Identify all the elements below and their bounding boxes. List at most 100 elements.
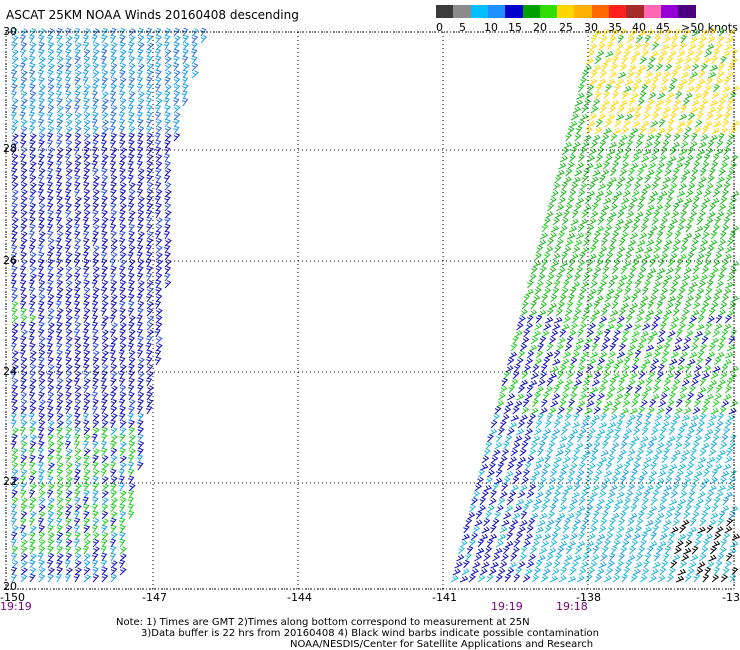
wind-barb	[725, 36, 735, 44]
wind-barb	[118, 83, 125, 93]
wind-barb	[635, 246, 644, 254]
wind-barb	[583, 168, 591, 177]
wind-barb	[101, 188, 108, 198]
wind-barb	[100, 377, 107, 387]
wind-barb	[637, 239, 646, 247]
wind-barb	[642, 112, 651, 121]
wind-barb	[541, 363, 548, 373]
wind-barb	[530, 266, 538, 275]
wind-barb	[656, 301, 664, 310]
wind-barb	[29, 364, 37, 373]
wind-barb	[10, 272, 18, 282]
wind-barb	[512, 406, 520, 415]
wind-barb	[19, 83, 26, 93]
wind-barb	[92, 342, 100, 352]
wind-barb	[146, 195, 153, 205]
wind-barb	[29, 573, 36, 583]
wind-barb	[533, 392, 541, 401]
wind-barb	[119, 307, 126, 317]
wind-barb	[47, 483, 55, 492]
wind-barb	[639, 91, 647, 100]
wind-barb	[524, 428, 534, 436]
wind-barb	[521, 406, 530, 415]
wind-barb	[56, 342, 63, 352]
wind-barb	[714, 217, 722, 226]
wind-barb	[644, 105, 652, 114]
wind-barb	[717, 413, 725, 422]
wind-barb	[646, 239, 655, 247]
wind-barb	[503, 441, 510, 450]
wind-barb	[708, 379, 718, 387]
wind-barb	[10, 510, 18, 520]
wind-barb	[37, 461, 44, 471]
wind-barb	[154, 132, 161, 142]
wind-barb	[83, 49, 91, 58]
wind-barb	[109, 223, 117, 233]
wind-barb	[621, 56, 629, 65]
wind-barb	[626, 210, 635, 219]
wind-barb	[537, 554, 546, 562]
wind-barb	[164, 160, 171, 170]
wind-barb	[56, 469, 64, 478]
wind-barb	[56, 497, 64, 506]
wind-barb	[619, 168, 628, 177]
wind-barb	[65, 42, 73, 51]
wind-barb	[110, 490, 118, 499]
wind-barb	[155, 224, 163, 233]
wind-barb	[64, 244, 71, 254]
wind-barb	[691, 63, 700, 72]
wind-barb	[505, 365, 514, 373]
wind-barb	[119, 237, 126, 247]
wind-barb	[592, 169, 601, 177]
wind-barb	[481, 455, 490, 464]
wind-barb	[705, 357, 712, 366]
wind-barb	[694, 364, 703, 373]
wind-barb	[567, 126, 575, 135]
wind-barb	[65, 181, 73, 191]
wind-barb	[623, 497, 632, 506]
wind-barb	[10, 251, 18, 261]
wind-barb	[613, 224, 622, 233]
wind-barb	[110, 476, 118, 485]
wind-barb	[549, 196, 557, 205]
wind-barb	[570, 287, 577, 296]
wind-barb	[38, 490, 46, 499]
wind-barb	[712, 399, 720, 408]
wind-barb	[676, 469, 684, 478]
wind-barb	[714, 288, 723, 296]
wind-barb	[622, 295, 631, 303]
wind-barb	[621, 469, 630, 478]
wind-barb	[539, 407, 548, 415]
wind-barb	[136, 314, 143, 324]
wind-barb	[20, 420, 28, 429]
wind-barb	[55, 160, 63, 170]
wind-barb	[627, 273, 635, 282]
wind-barb	[38, 133, 46, 142]
wind-barb	[200, 27, 207, 37]
wind-barb	[682, 203, 689, 212]
wind-barb	[537, 413, 544, 422]
wind-barb	[600, 518, 608, 527]
wind-barb	[10, 566, 18, 576]
wind-barb	[570, 357, 578, 366]
wind-barb	[595, 434, 602, 443]
wind-barb	[575, 511, 582, 520]
wind-barb	[118, 468, 125, 478]
wind-barb	[684, 126, 692, 135]
wind-barb	[653, 552, 661, 562]
wind-barb	[506, 532, 514, 541]
wind-barb	[704, 84, 712, 93]
wind-barb	[662, 176, 672, 184]
wind-barb	[686, 49, 695, 58]
wind-barb	[137, 280, 145, 289]
wind-barb	[575, 301, 583, 310]
wind-barb	[109, 160, 117, 170]
wind-barb	[83, 574, 91, 583]
wind-barb	[528, 518, 536, 527]
wind-barb	[164, 223, 171, 233]
wind-barb	[649, 364, 657, 373]
wind-barb	[598, 351, 608, 359]
wind-barb	[702, 539, 710, 548]
wind-barb	[617, 246, 626, 254]
wind-barb	[20, 259, 28, 268]
